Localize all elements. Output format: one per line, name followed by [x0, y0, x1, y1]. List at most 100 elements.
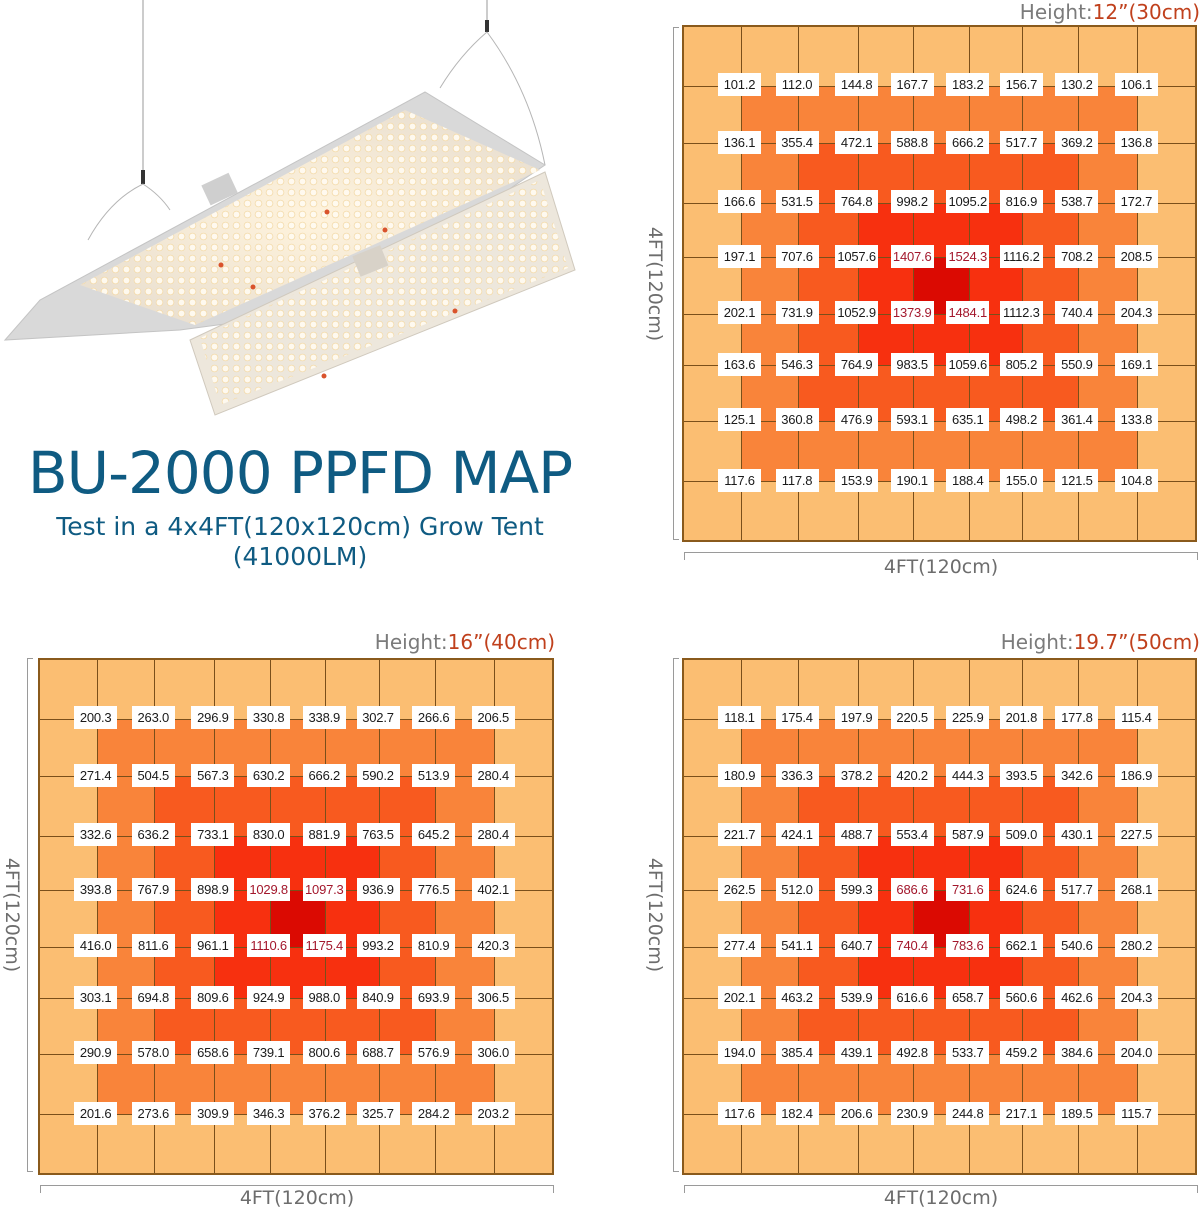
- heatmap-cell: [1023, 1115, 1079, 1173]
- ppfd-value: 1052.9: [835, 301, 879, 325]
- ppfd-value: 306.5: [471, 985, 515, 1009]
- ppfd-value: 117.6: [718, 468, 762, 492]
- ppfd-value: 227.5: [1114, 823, 1158, 847]
- ppfd-value: 1524.3: [946, 244, 990, 268]
- ppfd-value: 800.6: [302, 1041, 346, 1065]
- ppfd-value: 1029.8: [247, 877, 291, 901]
- ppfd-value: 420.2: [890, 763, 934, 787]
- ppfd-value: 731.9: [775, 301, 819, 325]
- ppfd-value: 268.1: [1114, 877, 1158, 901]
- y-axis-label: 4FT(120cm): [1, 857, 23, 973]
- y-axis-label: 4FT(120cm): [644, 226, 666, 341]
- y-axis-bracket: [673, 658, 679, 1172]
- heatmap-cell: [858, 482, 915, 540]
- ppfd-value: 993.2: [356, 934, 400, 958]
- ppfd-value: 175.4: [775, 706, 819, 730]
- lumen-rating: (41000LM): [232, 542, 368, 571]
- heatmap-cell: [97, 1115, 156, 1173]
- ppfd-value: 462.6: [1055, 985, 1099, 1009]
- ppfd-value: 180.9: [718, 763, 762, 787]
- ppfd-value: 599.3: [835, 877, 879, 901]
- ppfd-value: 201.6: [74, 1101, 118, 1125]
- heatmap-cell: [40, 1115, 98, 1173]
- ppfd-value: 439.1: [835, 1041, 879, 1065]
- ppfd-value: 1484.1: [946, 301, 990, 325]
- ppfd-value: 177.8: [1055, 706, 1099, 730]
- ppfd-value: 541.1: [775, 934, 819, 958]
- ppfd-value: 740.4: [890, 934, 934, 958]
- ppfd-value: 121.5: [1055, 468, 1099, 492]
- ppfd-value: 197.9: [835, 706, 879, 730]
- ppfd-value: 221.7: [718, 823, 762, 847]
- ppfd-value: 764.9: [835, 352, 879, 376]
- heatmap-grid: [38, 658, 554, 1175]
- ppfd-value: 731.6: [946, 877, 990, 901]
- ppfd-value: 488.7: [835, 823, 879, 847]
- ppfd-value: 346.3: [247, 1101, 291, 1125]
- ppfd-value: 630.2: [247, 763, 291, 787]
- ppfd-value: 104.8: [1114, 468, 1158, 492]
- ppfd-value: 509.0: [999, 823, 1043, 847]
- ppfd-value: 688.7: [356, 1041, 400, 1065]
- ppfd-value: 1110.6: [247, 934, 291, 958]
- ppfd-value: 156.7: [999, 73, 1043, 97]
- ppfd-value: 1095.2: [946, 190, 990, 214]
- ppfd-value: 1112.3: [999, 301, 1043, 325]
- ppfd-value: 204.0: [1114, 1041, 1158, 1065]
- ppfd-value: 767.9: [131, 877, 175, 901]
- ppfd-value: 217.1: [999, 1101, 1043, 1125]
- ppfd-value: 517.7: [1055, 877, 1099, 901]
- ppfd-value: 898.9: [191, 877, 235, 901]
- ppfd-value: 202.1: [718, 985, 762, 1009]
- ppfd-value: 336.3: [775, 763, 819, 787]
- ppfd-value: 1059.6: [946, 352, 990, 376]
- ppfd-value: 463.2: [775, 985, 819, 1009]
- ppfd-value: 136.1: [718, 130, 762, 154]
- ppfd-value: 266.6: [412, 706, 456, 730]
- ppfd-value: 393.8: [74, 877, 118, 901]
- ppfd-value: 182.4: [775, 1101, 819, 1125]
- heatmap-cell: [214, 1115, 271, 1173]
- ppfd-value: 666.2: [946, 130, 990, 154]
- heatmap-cell: [435, 1115, 496, 1173]
- ppfd-value: 330.8: [247, 706, 291, 730]
- heatmap-cell: [1138, 1115, 1195, 1173]
- ppfd-value: 924.9: [247, 985, 291, 1009]
- ppfd-value: 811.6: [131, 934, 175, 958]
- heatmap-cell: [155, 1115, 215, 1173]
- ppfd-value: 204.3: [1114, 985, 1158, 1009]
- ppfd-value: 194.0: [718, 1041, 762, 1065]
- ppfd-value: 384.6: [1055, 1041, 1099, 1065]
- ppfd-value: 459.2: [999, 1041, 1043, 1065]
- heatmap-cell: [741, 1115, 800, 1173]
- ppfd-value: 325.7: [356, 1101, 400, 1125]
- ppfd-value: 416.0: [74, 934, 118, 958]
- ppfd-value: 273.6: [131, 1101, 175, 1125]
- heatmap-cell: [1138, 482, 1195, 540]
- ppfd-value: 578.0: [131, 1041, 175, 1065]
- ppfd-value: 538.7: [1055, 190, 1099, 214]
- ppfd-value: 805.2: [999, 352, 1043, 376]
- ppfd-value: 376.2: [302, 1101, 346, 1125]
- ppfd-value: 420.3: [471, 934, 515, 958]
- height-label: Height:19.7”(50cm): [1000, 630, 1200, 654]
- ppfd-value: 284.2: [412, 1101, 456, 1125]
- ppfd-value: 707.6: [775, 244, 819, 268]
- ppfd-value: 1116.2: [999, 244, 1043, 268]
- ppfd-value: 144.8: [835, 73, 879, 97]
- ppfd-value: 492.8: [890, 1041, 934, 1065]
- ppfd-value: 708.2: [1055, 244, 1099, 268]
- ppfd-value: 640.7: [835, 934, 879, 958]
- ppfd-value: 112.0: [775, 73, 819, 97]
- ppfd-value: 115.7: [1114, 1101, 1158, 1125]
- ppfd-value: 776.5: [412, 877, 456, 901]
- ppfd-value: 645.2: [412, 823, 456, 847]
- ppfd-value: 560.6: [999, 985, 1043, 1009]
- ppfd-value: 662.1: [999, 934, 1043, 958]
- ppfd-value: 201.8: [999, 706, 1043, 730]
- ppfd-value: 816.9: [999, 190, 1043, 214]
- ppfd-value: 1097.3: [302, 877, 346, 901]
- ppfd-value: 360.8: [775, 408, 819, 432]
- ppfd-value: 204.3: [1114, 301, 1158, 325]
- ppfd-value: 155.0: [999, 468, 1043, 492]
